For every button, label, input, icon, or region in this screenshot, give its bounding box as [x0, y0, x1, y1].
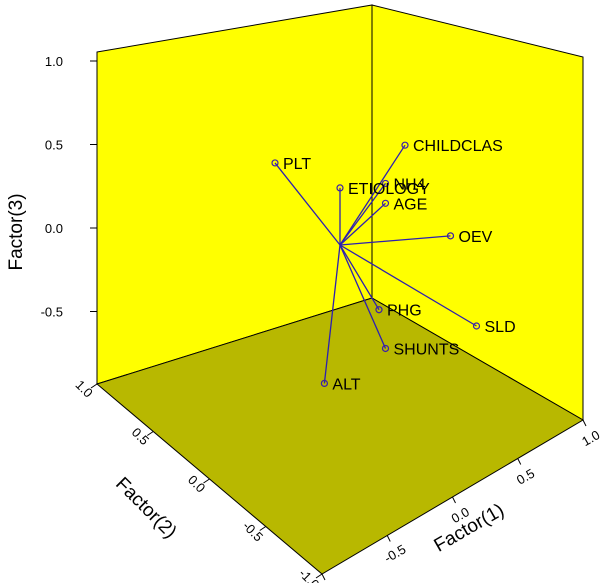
y-tick-mark	[146, 431, 154, 436]
y-tick-label: 1.0	[72, 377, 95, 400]
point-etiology	[336, 184, 344, 192]
point-shunts	[381, 344, 390, 353]
z-tick-label: 0.5	[45, 138, 63, 153]
y-tick-mark	[259, 526, 267, 531]
x-tick-label: 1.0	[579, 427, 602, 449]
x-tick-mark	[582, 419, 587, 427]
vector-age	[339, 202, 386, 246]
point-nh4	[381, 179, 390, 188]
point-alt	[320, 379, 328, 387]
point-childclas	[401, 141, 409, 149]
z-tick-label: -0.5	[41, 305, 63, 320]
x-tick-label: 0.5	[514, 466, 537, 488]
point-sld	[472, 322, 481, 330]
vector-nh4	[339, 183, 387, 246]
point-phg	[375, 306, 383, 314]
x-tick-label: -0.5	[382, 542, 409, 566]
vector-plt	[274, 162, 341, 246]
y-tick-mark	[315, 573, 323, 579]
x-tick-mark	[452, 496, 456, 504]
y-axis-title: Factor(2)	[111, 473, 180, 542]
plot-walls	[95, 4, 584, 575]
label-age: AGE	[394, 196, 428, 213]
point-age	[381, 199, 390, 207]
point-oev	[446, 232, 455, 240]
vector-childclas	[339, 144, 406, 246]
label-alt: ALT	[332, 376, 360, 393]
label-childclas: CHILDCLAS	[413, 138, 503, 155]
point-plt	[271, 159, 279, 167]
label-oev: OEV	[459, 229, 493, 246]
z-tick-label: 1.0	[45, 54, 63, 69]
vector-phg	[339, 244, 380, 311]
label-etiology: ETIOLOGY	[348, 181, 430, 198]
x-axis-title: Factor(1)	[431, 500, 508, 557]
label-phg: PHG	[387, 303, 422, 320]
y-tick-mark	[90, 383, 98, 389]
label-plt: PLT	[283, 156, 311, 173]
label-sld: SLD	[485, 319, 516, 336]
vector-oev	[339, 235, 451, 246]
y-tick-mark	[203, 478, 210, 484]
z-tick-label: 0.0	[45, 221, 63, 236]
label-shunts: SHUNTS	[394, 341, 460, 358]
vector-alt	[323, 244, 341, 384]
label-nh4: NH4	[394, 176, 426, 193]
vector-sld	[339, 244, 477, 327]
x-tick-mark	[517, 458, 522, 465]
vector-shunts	[339, 244, 387, 349]
z-axis-title: Factor(3)	[6, 193, 27, 270]
x-tick-mark	[386, 535, 391, 542]
x-tick-mark	[321, 573, 326, 581]
